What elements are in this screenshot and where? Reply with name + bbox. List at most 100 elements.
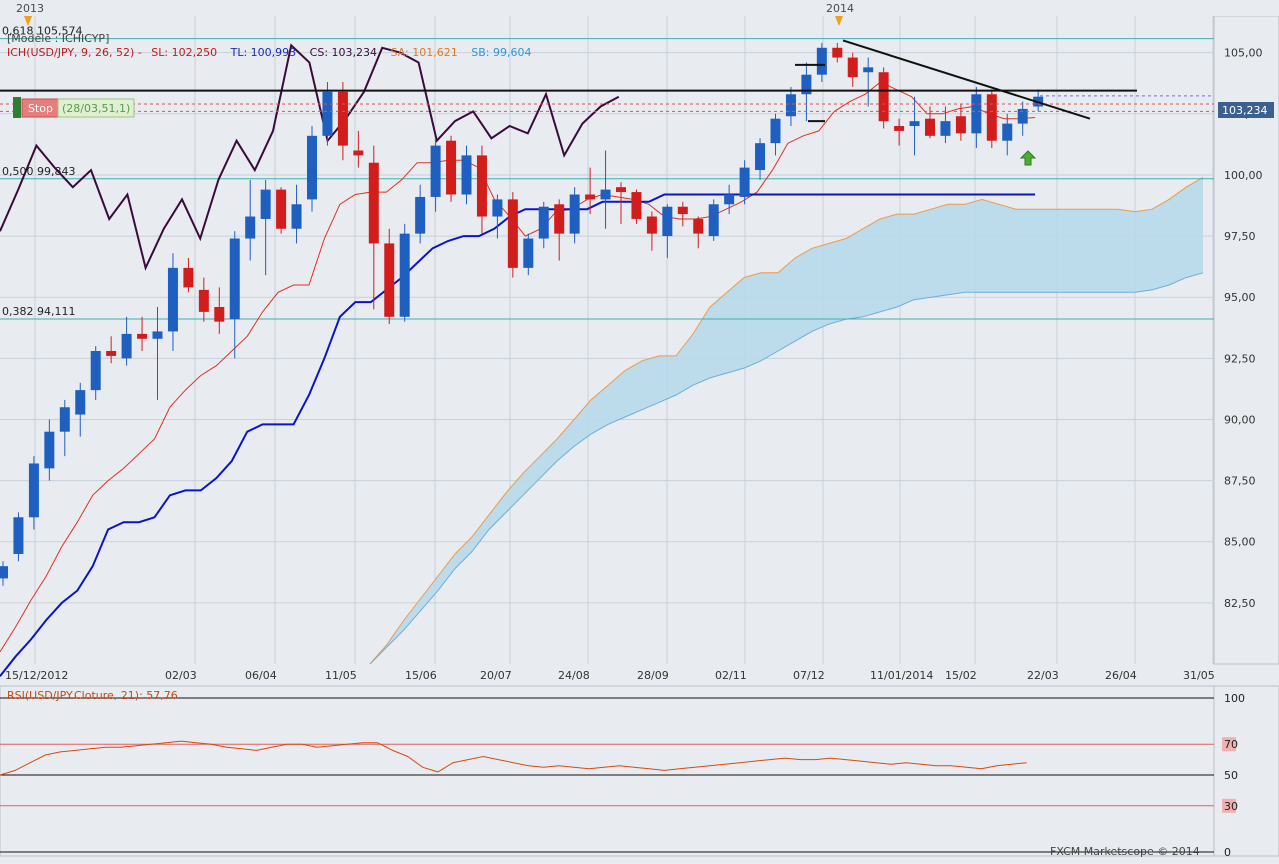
rsi-panel: [0, 685, 1215, 857]
senkou-span-a: [369, 176, 1204, 665]
candle-body: [955, 116, 966, 134]
candle-body: [940, 121, 951, 136]
current-price-box: [1218, 102, 1274, 118]
candle-body: [183, 267, 194, 288]
candle-body: [492, 199, 503, 217]
candle-body: [368, 162, 379, 244]
y-tick-label: 87,50: [1224, 475, 1256, 488]
x-tick-label: 02/11: [715, 669, 747, 682]
rsi-level-label: 0: [1224, 846, 1231, 859]
x-tick-label: 11/01/2014: [870, 669, 933, 682]
x-tick-label: 24/08: [558, 669, 590, 682]
y-tick-label: 90,00: [1224, 413, 1256, 426]
x-tick-label: 31/05: [1183, 669, 1215, 682]
candle-body: [121, 333, 132, 359]
candle-body: [816, 47, 827, 75]
y-tick-label: 92,50: [1224, 352, 1256, 365]
candle-body: [59, 407, 70, 432]
y-tick-label: 105,00: [1224, 47, 1263, 60]
indicator-prefix: ICH(USD/JPY, 9, 26, 52) -: [7, 46, 142, 59]
year-marker-2014-icon: [835, 16, 843, 26]
candle-body: [755, 143, 766, 171]
x-tick-label: 06/04: [245, 669, 277, 682]
current-price: 103,234: [1222, 104, 1268, 117]
candle-body: [785, 94, 796, 117]
rsi-level-label: 30: [1224, 800, 1238, 813]
candle-body: [847, 57, 858, 78]
candle-body: [523, 238, 534, 268]
year-label-2013: 2013: [16, 2, 44, 15]
candle-body: [322, 91, 333, 136]
candle-body: [801, 74, 812, 95]
cloud-area: [370, 177, 1203, 664]
candle-body: [214, 306, 225, 322]
year-marker-2013-icon: [24, 16, 32, 26]
fib-label: 0,382 94,111: [2, 305, 75, 318]
candle-body: [554, 204, 565, 234]
indicator-legend: ICH(USD/JPY, 9, 26, 52) - SL: 102,250 TL…: [7, 46, 531, 59]
candle-body: [585, 194, 596, 200]
rsi-series: 100 70 50 30 0: [0, 692, 1245, 859]
stop-label: Stop: [28, 102, 53, 115]
candle-body: [832, 47, 843, 58]
price-axis-panel: [1213, 15, 1279, 665]
x-tick-label: 28/09: [637, 669, 669, 682]
annotations: [0, 39, 1214, 166]
candlestick-series: [0, 42, 1044, 586]
candle-body: [616, 187, 626, 193]
candle-body: [724, 194, 735, 205]
candle-body: [693, 218, 704, 234]
candle-body: [662, 206, 673, 237]
trend-line: [842, 39, 1091, 120]
candle-body: [0, 566, 8, 579]
candle-body: [229, 238, 240, 320]
x-tick-label: 26/04: [1105, 669, 1137, 682]
x-tick-label: 20/07: [480, 669, 512, 682]
candle-body: [198, 289, 209, 312]
fib-label: 0,618 105,574: [2, 25, 82, 38]
stop-handle[interactable]: [13, 97, 21, 118]
candle-body: [276, 189, 287, 229]
ichimoku-cloud: [369, 176, 1204, 665]
candle-body: [863, 67, 874, 73]
x-tick-label: 11/05: [325, 669, 357, 682]
buy-arrow-icon: [1019, 150, 1037, 166]
candle-body: [739, 167, 750, 197]
cs-value: CS: 103,234: [310, 46, 377, 59]
candle-body: [770, 118, 781, 144]
candle-body: [1017, 108, 1028, 124]
fib-label: 0,500 99,843: [2, 165, 75, 178]
candle-body: [399, 233, 410, 317]
x-tick-label: 15/02: [945, 669, 977, 682]
rsi-level-label: 70: [1224, 738, 1238, 751]
y-tick-label: 85,00: [1224, 536, 1256, 549]
candle-body: [167, 267, 178, 332]
candle-body: [430, 145, 441, 197]
fibonacci-levels: 0,618 105,574 0,500 99,843 0,382 94,111: [0, 25, 1214, 320]
candle-body: [28, 463, 39, 518]
x-tick-label: 02/03: [165, 669, 197, 682]
candle-body: [1002, 123, 1013, 141]
rsi-level-highlight: [1222, 737, 1236, 752]
rsi-level-label: 50: [1224, 769, 1238, 782]
rsi-level-label: 100: [1224, 692, 1245, 705]
candle-body: [461, 155, 472, 195]
candle-body: [44, 431, 55, 469]
date-axis: 15/12/2012 02/03 06/04 11/05 15/06 20/07 24/08…: [5, 669, 1215, 682]
candle-body: [384, 243, 395, 317]
rsi-title: RSI(USD/JPY.Cloture, 21): 57,76: [7, 689, 178, 702]
rsi-level-highlight: [1222, 798, 1236, 813]
y-tick-label: 95,00: [1224, 291, 1256, 304]
y-tick-label: 82,50: [1224, 597, 1256, 610]
candle-body: [291, 204, 302, 229]
candle-body: [353, 150, 364, 156]
candle-body: [631, 192, 642, 219]
senkou-span-b: [369, 272, 1204, 665]
x-tick-label: 07/12: [793, 669, 825, 682]
chikou-span: [0, 43, 620, 271]
candle-body: [600, 189, 611, 200]
candle-body: [878, 72, 889, 122]
candle-body: [260, 189, 271, 219]
